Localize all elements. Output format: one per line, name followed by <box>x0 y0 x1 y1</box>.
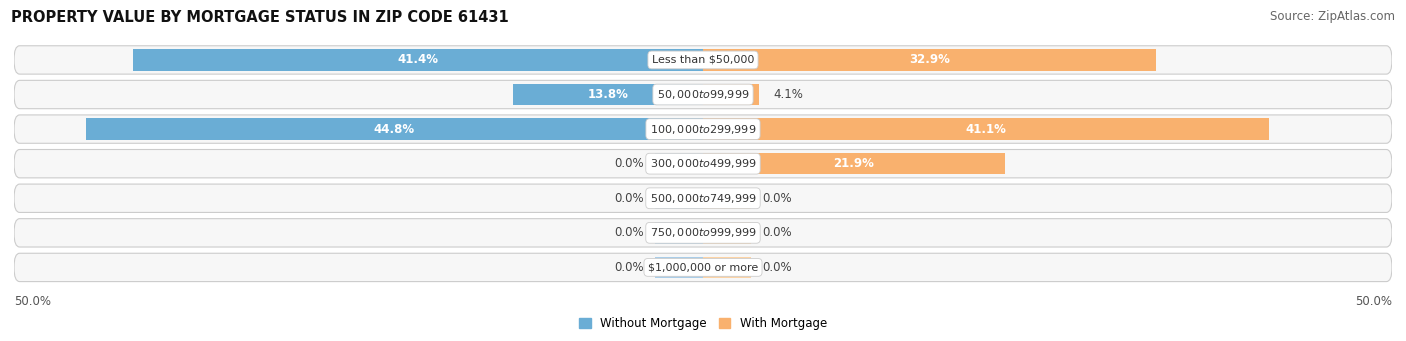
Text: $100,000 to $299,999: $100,000 to $299,999 <box>650 123 756 136</box>
Text: $300,000 to $499,999: $300,000 to $499,999 <box>650 157 756 170</box>
Text: 32.9%: 32.9% <box>910 54 950 66</box>
FancyBboxPatch shape <box>14 46 1392 74</box>
Bar <box>703 118 1270 140</box>
Text: 13.8%: 13.8% <box>588 88 628 101</box>
Text: 0.0%: 0.0% <box>762 261 792 274</box>
Text: 0.0%: 0.0% <box>762 192 792 205</box>
Text: 0.0%: 0.0% <box>614 261 644 274</box>
Text: $750,000 to $999,999: $750,000 to $999,999 <box>650 226 756 239</box>
Text: $1,000,000 or more: $1,000,000 or more <box>648 263 758 272</box>
Bar <box>703 222 751 243</box>
Text: 0.0%: 0.0% <box>614 226 644 239</box>
FancyBboxPatch shape <box>14 219 1392 247</box>
Text: 0.0%: 0.0% <box>614 192 644 205</box>
Bar <box>513 84 703 105</box>
FancyBboxPatch shape <box>14 149 1392 178</box>
Bar <box>703 84 759 105</box>
Bar <box>703 153 1005 174</box>
Text: 50.0%: 50.0% <box>14 295 51 308</box>
Text: 4.1%: 4.1% <box>773 88 803 101</box>
FancyBboxPatch shape <box>14 80 1392 109</box>
Text: 0.0%: 0.0% <box>614 157 644 170</box>
FancyBboxPatch shape <box>14 115 1392 143</box>
Bar <box>132 49 703 71</box>
FancyBboxPatch shape <box>14 184 1392 212</box>
Text: $500,000 to $749,999: $500,000 to $749,999 <box>650 192 756 205</box>
Text: 50.0%: 50.0% <box>1355 295 1392 308</box>
FancyBboxPatch shape <box>14 253 1392 282</box>
Text: 41.1%: 41.1% <box>966 123 1007 136</box>
Bar <box>703 188 751 209</box>
Text: PROPERTY VALUE BY MORTGAGE STATUS IN ZIP CODE 61431: PROPERTY VALUE BY MORTGAGE STATUS IN ZIP… <box>11 10 509 25</box>
Bar <box>655 153 703 174</box>
Bar <box>655 188 703 209</box>
Text: $50,000 to $99,999: $50,000 to $99,999 <box>657 88 749 101</box>
Bar <box>703 257 751 278</box>
Text: Source: ZipAtlas.com: Source: ZipAtlas.com <box>1270 10 1395 23</box>
Bar <box>655 222 703 243</box>
Text: 0.0%: 0.0% <box>762 226 792 239</box>
Text: 21.9%: 21.9% <box>834 157 875 170</box>
Bar <box>655 257 703 278</box>
Text: 44.8%: 44.8% <box>374 123 415 136</box>
Legend: Without Mortgage, With Mortgage: Without Mortgage, With Mortgage <box>574 312 832 335</box>
Bar <box>86 118 703 140</box>
Text: Less than $50,000: Less than $50,000 <box>652 55 754 65</box>
Text: 41.4%: 41.4% <box>398 54 439 66</box>
Bar <box>703 49 1156 71</box>
